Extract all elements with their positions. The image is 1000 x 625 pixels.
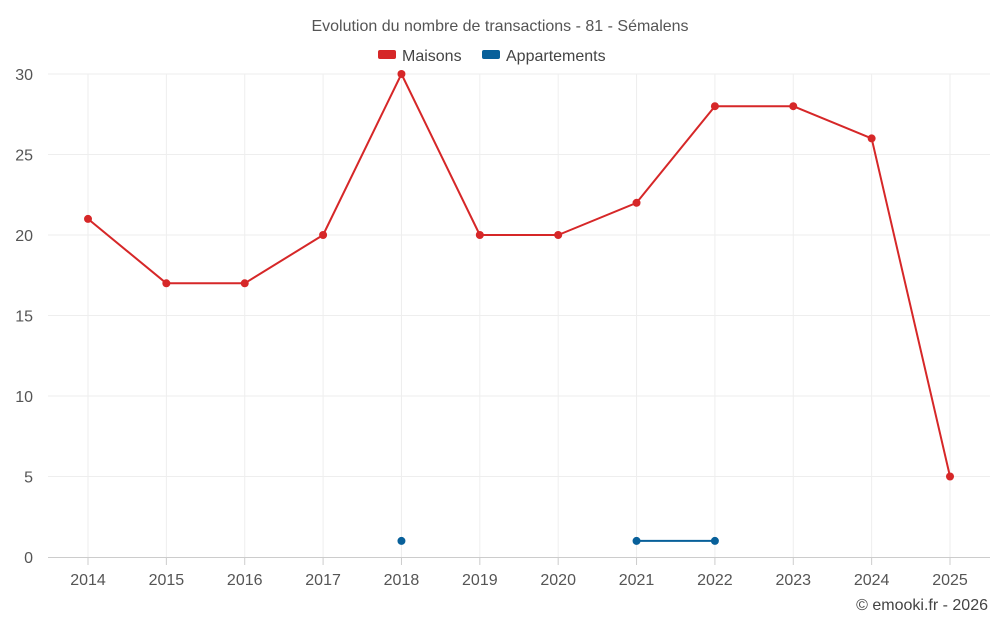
x-tick-label-2015: 2015 [149, 572, 185, 589]
legend-swatch-appartements [482, 50, 500, 59]
legend-swatch-maisons [378, 50, 396, 59]
grid [48, 73, 990, 557]
series-appartements [397, 536, 719, 545]
chart-title: Evolution du nombre de transactions - 81… [311, 18, 688, 35]
x-tick-label-2017: 2017 [305, 572, 341, 589]
x-tick-label-2018: 2018 [384, 572, 420, 589]
y-axis-ticks: 0 5 10 15 20 25 30 [15, 67, 33, 567]
legend: Maisons Appartements [378, 48, 606, 65]
x-tick-label-2023: 2023 [775, 572, 811, 589]
legend-label-maisons: Maisons [402, 48, 462, 65]
point-maisons-2019 [475, 231, 484, 239]
point-appartements-2021 [632, 536, 641, 545]
legend-item-maisons[interactable]: Maisons [378, 48, 462, 65]
point-maisons-2017 [319, 231, 328, 239]
x-tick-label-2025: 2025 [932, 572, 968, 589]
series-line-maisons-0 [87, 73, 951, 477]
x-tick-label-2020: 2020 [540, 572, 576, 589]
point-appartements-2022 [710, 536, 719, 545]
point-maisons-2024 [867, 134, 876, 143]
legend-label-appartements: Appartements [506, 48, 606, 65]
y-tick-label-30: 30 [15, 67, 33, 84]
point-maisons-2016 [240, 279, 249, 288]
point-maisons-2021 [632, 198, 641, 207]
point-maisons-2025 [946, 472, 954, 481]
point-maisons-2022 [710, 102, 719, 111]
y-tick-label-10: 10 [15, 389, 33, 406]
x-tick-label-2024: 2024 [854, 572, 890, 589]
point-maisons-2020 [554, 231, 563, 239]
point-maisons-2018 [397, 70, 406, 78]
y-tick-label-20: 20 [15, 228, 33, 245]
point-maisons-2014 [84, 214, 92, 223]
y-tick-label-0: 0 [24, 550, 33, 567]
point-maisons-2015 [162, 279, 171, 288]
x-tick-label-2021: 2021 [619, 572, 655, 589]
legend-item-appartements[interactable]: Appartements [482, 48, 606, 65]
point-maisons-2023 [789, 102, 798, 111]
x-tick-label-2014: 2014 [70, 572, 106, 589]
credit: © emooki.fr - 2026 [856, 597, 988, 614]
y-tick-label-25: 25 [15, 148, 33, 165]
x-axis-ticks: 2014 2015 2016 2017 2018 2019 2020 2021 2022 2023… [70, 557, 968, 589]
x-tick-label-2016: 2016 [227, 572, 263, 589]
series-maisons [84, 70, 954, 481]
point-appartements-2018 [397, 536, 406, 545]
y-tick-label-5: 5 [24, 470, 33, 487]
y-tick-label-15: 15 [15, 309, 33, 326]
x-tick-label-2022: 2022 [697, 572, 733, 589]
x-tick-label-2019: 2019 [462, 572, 498, 589]
series-layer [84, 70, 954, 545]
